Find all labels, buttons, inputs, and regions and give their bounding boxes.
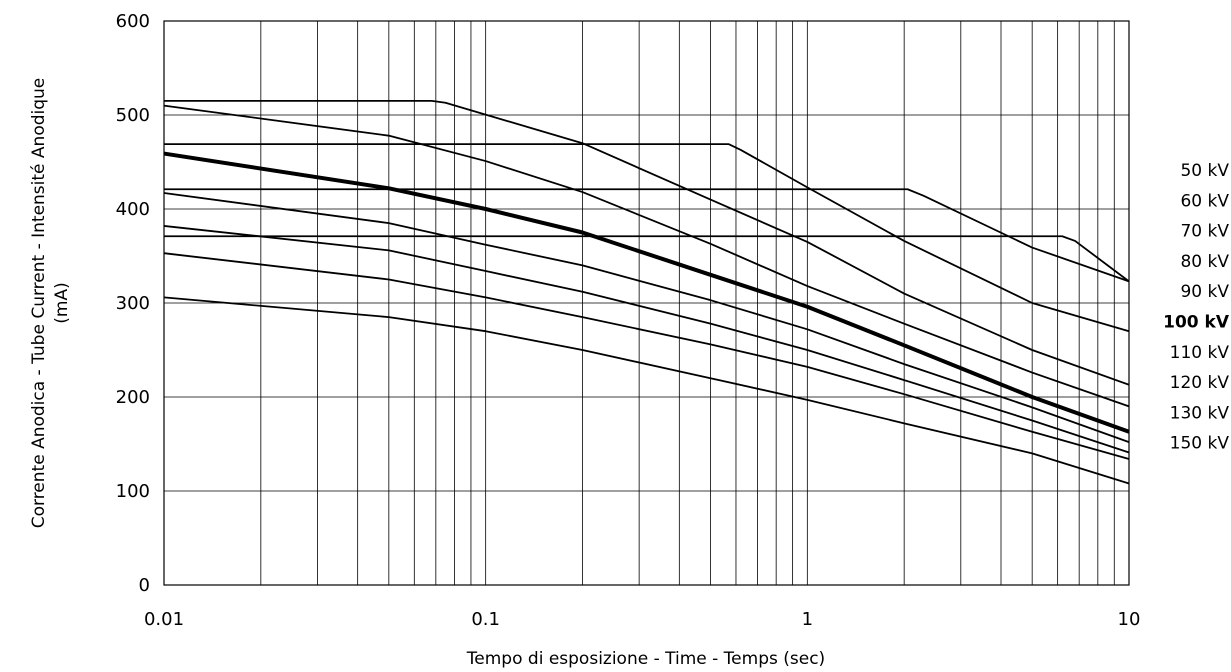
tick-labels: 0 100 200 300 400 500 600 0.01 0.1 1 10: [116, 11, 1141, 630]
legend: 50 kV 60 kV 70 kV 80 kV 90 kV 100 kV 110 kV 120…: [1163, 161, 1230, 454]
x-axis-title: Tempo di esposizione - Time - Temps (sec…: [466, 649, 825, 669]
series-line: [163, 296, 1130, 485]
y-tick-label: 500: [116, 105, 150, 126]
grid: [163, 20, 1129, 586]
plot-frame: [163, 20, 1130, 586]
series-line: [164, 188, 1130, 283]
legend-label: 110 kV: [1170, 343, 1230, 363]
x-tick-label: 1: [802, 609, 813, 630]
y-axis-title: Corrente Anodica - Tube Current - Intens…: [29, 78, 49, 529]
legend-label: 50 kV: [1180, 161, 1229, 181]
y-axis-unit: (mA): [52, 282, 72, 323]
legend-label: 100 kV: [1163, 313, 1230, 333]
legend-label: 150 kV: [1170, 434, 1230, 454]
series-line: [164, 100, 1130, 386]
x-tick-label: 10: [1118, 609, 1141, 630]
series-line: [163, 225, 1130, 454]
series-line-bold: [163, 151, 1130, 434]
legend-label: 60 kV: [1180, 191, 1229, 211]
series-line: [163, 192, 1130, 443]
series-line: [163, 104, 1130, 408]
y-tick-label: 0: [139, 575, 150, 596]
series-line: [163, 252, 1130, 460]
y-tick-label: 100: [116, 481, 150, 502]
legend-label: 130 kV: [1170, 403, 1230, 423]
legend-label: 80 kV: [1180, 252, 1229, 272]
legend-label: 70 kV: [1180, 222, 1229, 242]
legend-label: 90 kV: [1180, 282, 1229, 302]
x-tick-label: 0.1: [471, 609, 500, 630]
series-line: [164, 235, 1130, 283]
y-tick-label: 600: [116, 11, 150, 32]
x-tick-label: 0.01: [144, 609, 184, 630]
y-tick-label: 300: [116, 293, 150, 314]
series-lines: [163, 100, 1130, 485]
y-tick-label: 200: [116, 387, 150, 408]
y-tick-label: 400: [116, 199, 150, 220]
legend-label: 120 kV: [1170, 373, 1230, 393]
series-line: [164, 143, 1130, 333]
